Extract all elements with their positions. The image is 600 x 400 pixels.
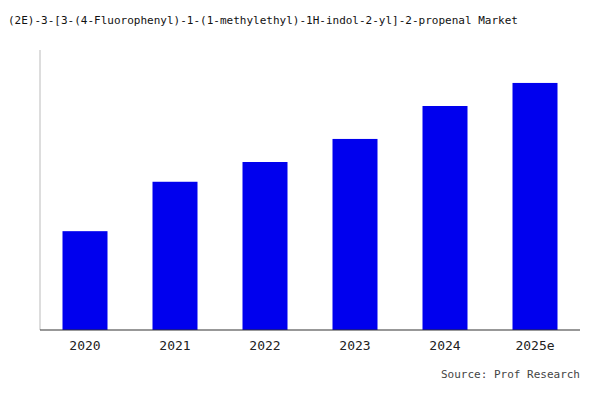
title: (2E)-3-[3-(4-Fluorophenyl)-1-(1-methylet… — [8, 14, 518, 27]
x-tick-label: 2022 — [249, 338, 280, 353]
bars — [63, 83, 558, 330]
bar — [153, 182, 198, 330]
x-tick-label: 2021 — [159, 338, 190, 353]
annotation: Source: Prof Research — [441, 368, 580, 381]
x-tick-label: 2025e — [515, 338, 554, 353]
bar — [243, 162, 288, 330]
bar — [333, 139, 378, 330]
bar — [423, 106, 468, 330]
x-tick-label: 2023 — [339, 338, 370, 353]
chart-container: 2020 2021 2022 2023 2024 2025e (2E)-3-[3-(4-Fl… — [0, 0, 600, 400]
bar — [63, 231, 108, 330]
x-tick-label: 2020 — [69, 338, 100, 353]
x-axis-line — [40, 329, 580, 330]
chart: 2020 2021 2022 2023 2024 2025e (2E)-3-[3-(4-Fl… — [0, 0, 600, 400]
y-axis-line — [40, 50, 41, 330]
x-tick-label: 2024 — [429, 338, 460, 353]
bar — [513, 83, 558, 330]
